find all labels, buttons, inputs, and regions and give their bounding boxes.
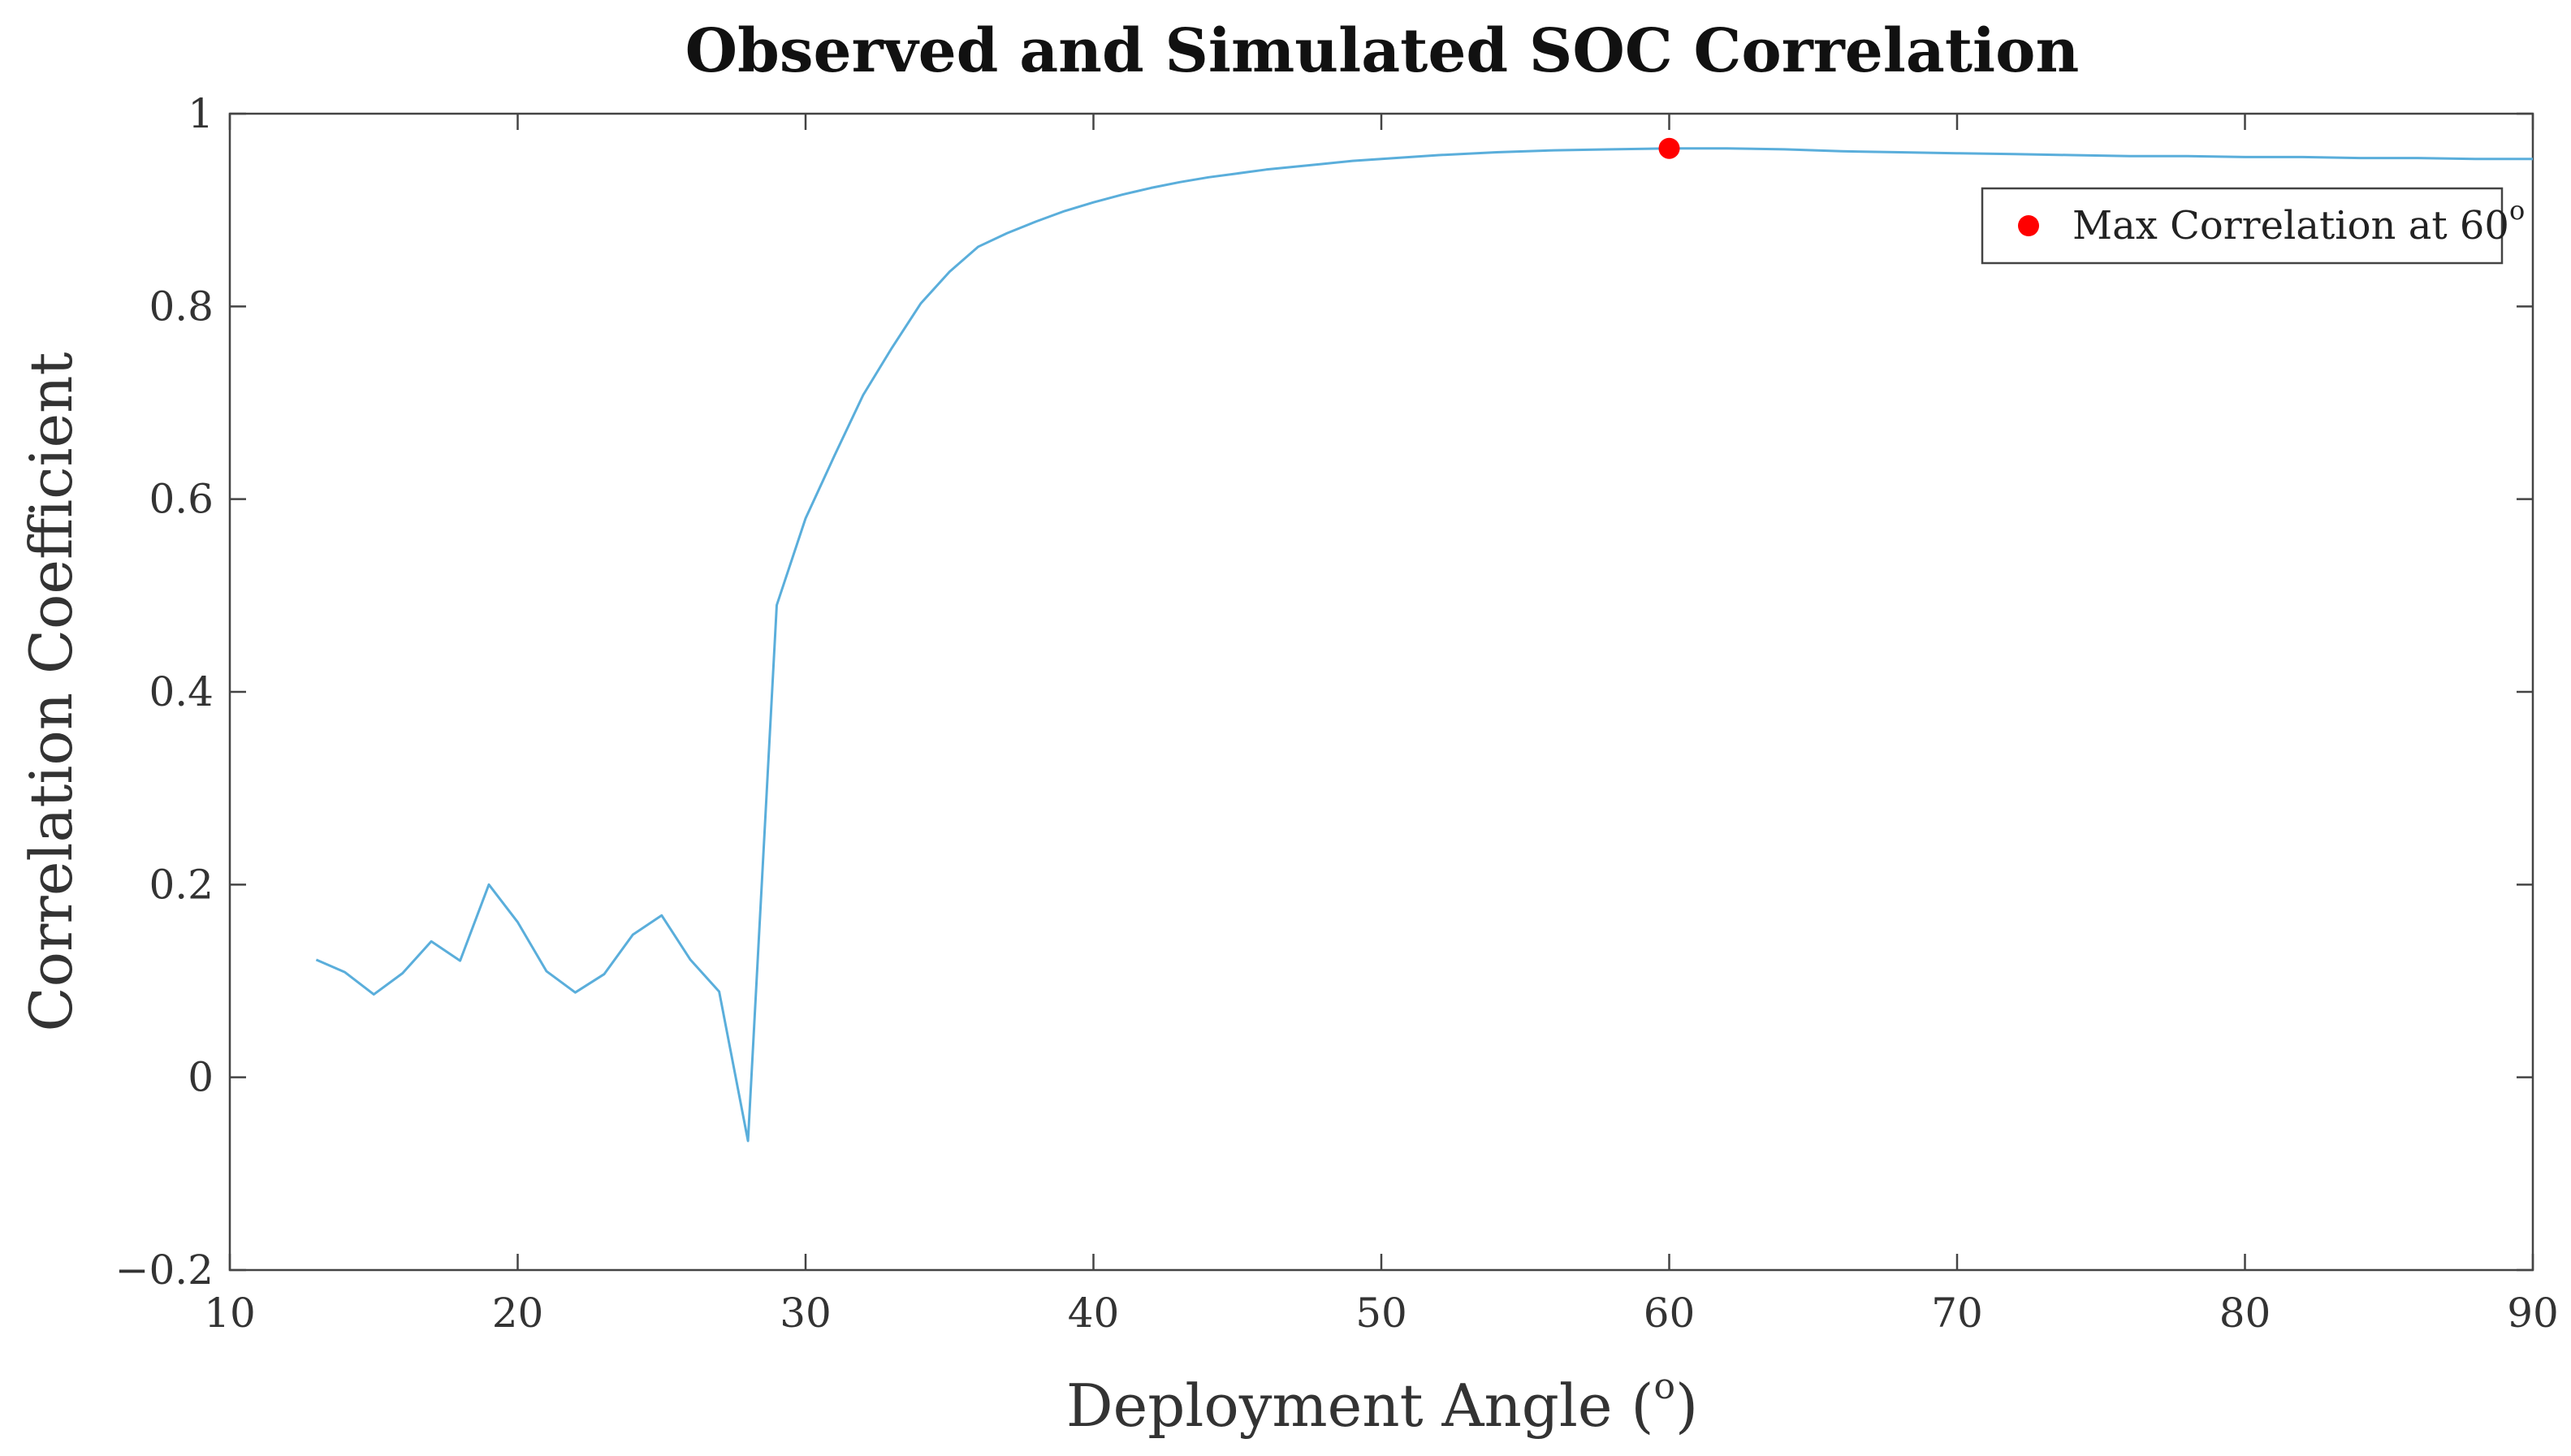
x-tick-label: 20 <box>492 1290 544 1337</box>
x-tick-label: 50 <box>1355 1290 1407 1337</box>
y-tick-label: 1 <box>188 90 214 137</box>
y-tick-label: 0.8 <box>149 283 214 330</box>
x-tick-label: 10 <box>204 1290 256 1337</box>
y-tick-label: 0.4 <box>149 668 214 715</box>
x-tick-label: 90 <box>2507 1290 2559 1337</box>
series-line <box>315 147 2533 1143</box>
y-tick-label: 0.2 <box>149 861 214 908</box>
x-tick-label: 70 <box>1931 1290 1983 1337</box>
y-tick-labels: −0.2 0 0.2 0.4 0.6 0.8 1 <box>115 90 214 1294</box>
y-tick-label: 0.6 <box>149 476 214 523</box>
x-tick-label: 60 <box>1644 1290 1696 1337</box>
x-tick-label: 30 <box>780 1290 832 1337</box>
legend-degree: o <box>2509 195 2525 226</box>
max-correlation-marker <box>1658 137 1680 159</box>
y-tick-label: 0 <box>188 1054 214 1101</box>
x-axis-degree: o <box>1654 1366 1676 1407</box>
y-axis-label: Correlation Coefficient <box>17 352 85 1031</box>
plot-area <box>228 112 2534 1272</box>
chart-title: Observed and Simulated SOC Correlation <box>685 16 2080 86</box>
legend-box <box>1981 187 2504 265</box>
y-tick-label: −0.2 <box>115 1246 214 1294</box>
x-axis-label: Deployment Angle (o) <box>1066 1366 1698 1440</box>
x-tick-label: 40 <box>1068 1290 1120 1337</box>
legend-marker-icon <box>2018 215 2039 236</box>
axis-ticks <box>228 112 2534 1272</box>
legend: Max Correlation at 60o <box>1981 187 2525 265</box>
x-tick-label: 80 <box>2219 1290 2271 1337</box>
legend-label: Max Correlation at 60o <box>2072 195 2525 248</box>
x-tick-labels: 10 20 30 40 50 60 70 80 90 <box>204 1290 2559 1337</box>
